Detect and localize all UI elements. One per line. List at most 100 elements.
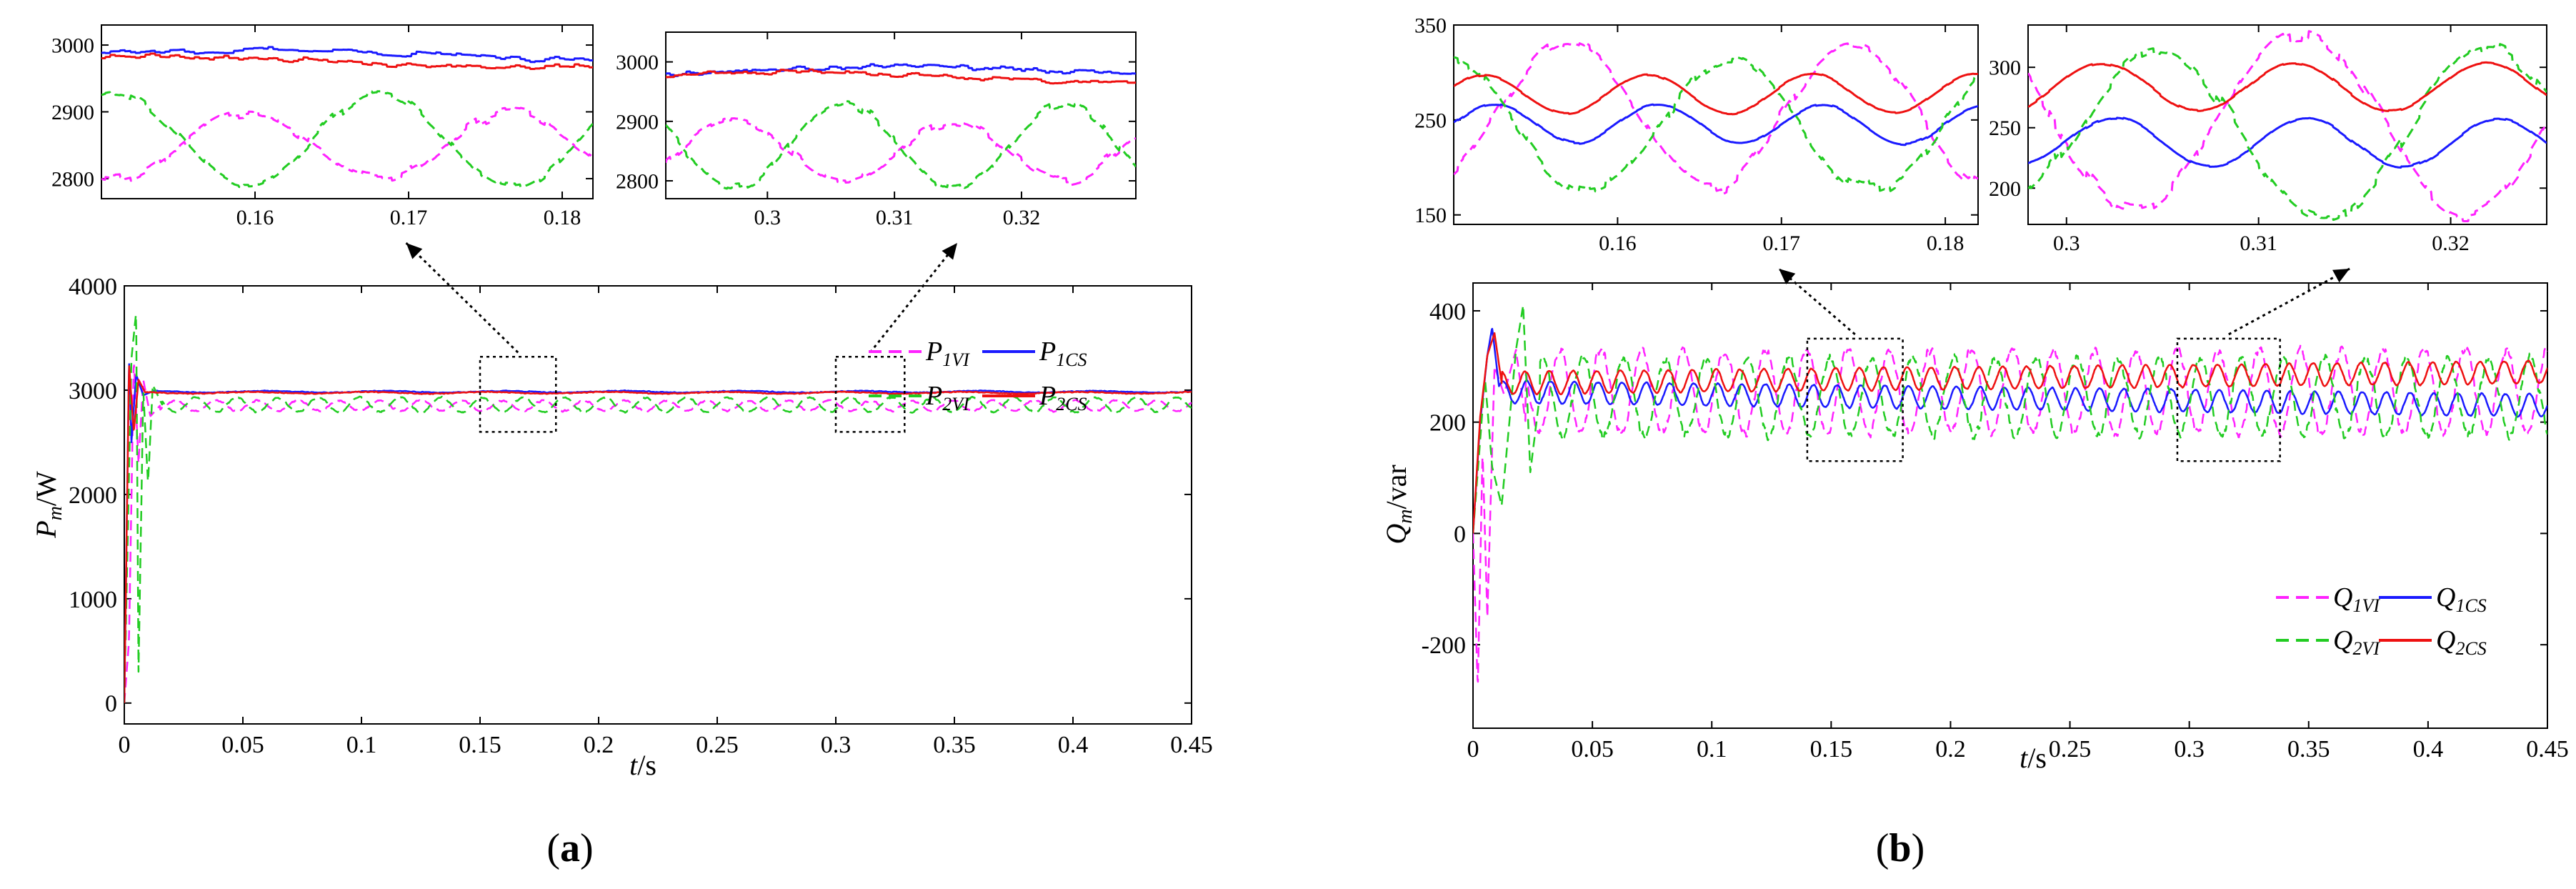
y-tick-label: 0 (105, 691, 117, 717)
zoom-arrowhead (1779, 269, 1796, 284)
y-tick-label: 300 (1989, 56, 2021, 80)
x-tick-label: 0.3 (754, 206, 782, 229)
series-line-q2vi (1454, 56, 1978, 193)
plot-area (124, 285, 1192, 725)
x-tick-label: 0.25 (696, 732, 739, 758)
x-axis-label: t/s (2020, 742, 2047, 774)
inset-y-axis: 200 250 300 (1989, 56, 2547, 201)
inset-series-lines (101, 46, 593, 189)
zoom-boxes (405, 242, 959, 433)
inset-x-axis: 0.16 0.17 0.18 (236, 25, 581, 229)
x-tick-label: 0.05 (1571, 736, 1614, 763)
series-line-q2vi (1473, 304, 2547, 534)
series-line-p1cs (101, 46, 593, 64)
x-tick-label: 0.05 (221, 732, 264, 758)
x-tick-label: 0.2 (1935, 736, 1966, 763)
x-tick-label: 0.15 (1810, 736, 1853, 763)
series-line-p1cs (666, 63, 1136, 77)
zoom-arrow (1778, 267, 1856, 336)
x-tick-label: 0.17 (390, 206, 428, 229)
panel-a: 0 0.05 0.1 0.15 0.2 0.25 0.3 0.35 0.4 0.45 0 1000 2… (30, 24, 1213, 870)
zoom-box (834, 355, 906, 433)
zoom-arrow (869, 242, 959, 354)
zoom-boxes (1778, 267, 2350, 462)
y-tick-label: 3000 (69, 378, 117, 404)
series-line-q1vi (1454, 41, 1978, 196)
series-line-q2cs (2028, 61, 2547, 112)
series-lines (1473, 304, 2547, 683)
series-line-p1vi (124, 364, 1192, 703)
y-axis-label: Qm/var (1380, 465, 1417, 544)
y-tick-label: 350 (1414, 14, 1447, 38)
series-line-p2vi (666, 100, 1136, 190)
x-axis-label: t/s (629, 749, 657, 781)
y-tick-label: 2900 (51, 101, 94, 124)
inset-x-axis: 0.3 0.31 0.32 (2053, 25, 2470, 255)
x-tick-label: 0.3 (2174, 736, 2205, 763)
inset-y-axis: 2800 2900 3000 (616, 51, 1136, 194)
x-tick-label: 0.31 (2240, 232, 2277, 255)
x-tick-label: 0.18 (1927, 232, 1965, 255)
y-tick-label: 0 (1454, 521, 1466, 547)
series-line-q2cs (1473, 332, 2547, 534)
x-tick-label: 0.18 (544, 206, 581, 229)
legend: Q1VI Q1CS Q2VI Q2CS (2276, 582, 2487, 659)
x-tick-label: 0.45 (2526, 736, 2569, 763)
x-tick-label: 0.3 (2053, 232, 2080, 255)
series-line-p2cs (124, 365, 1192, 703)
legend-label-q2vi: Q2VI (2333, 625, 2380, 659)
x-tick-label: 0.4 (2413, 736, 2444, 763)
x-tick-label: 0.45 (1170, 732, 1213, 758)
series-line-p1vi (666, 117, 1136, 187)
x-tick-label: 0.2 (584, 732, 614, 758)
inset-series-lines (666, 63, 1136, 190)
x-tick-label: 0.16 (1599, 232, 1637, 255)
x-tick-label: 0 (119, 732, 131, 758)
x-tick-label: 0.31 (876, 206, 914, 229)
y-tick-label: 2800 (51, 167, 94, 191)
y-tick-label: 200 (1989, 177, 2021, 201)
inset-plot-area (2027, 24, 2547, 225)
x-tick-label: 0.16 (236, 206, 274, 229)
y-axis-label: Pm/W (30, 471, 66, 539)
series-line-q1cs (2028, 116, 2547, 169)
legend-label-p2vi: P2VI (925, 381, 970, 414)
y-tick-label: 2000 (69, 482, 117, 509)
y-axis: -200 0 200 400 (1422, 299, 2547, 659)
x-tick-label: 0.1 (346, 732, 377, 758)
series-line-p2cs (101, 52, 593, 70)
zoom-arrowhead (2332, 269, 2350, 283)
zoom-arrow (405, 242, 519, 354)
y-tick-label: 250 (1414, 109, 1447, 132)
zoom-arrowhead (942, 243, 957, 260)
series-line-p2vi (101, 90, 593, 189)
series-line-p1vi (101, 106, 593, 182)
y-tick-label: -200 (1422, 632, 1466, 659)
y-tick-label: 4000 (69, 274, 117, 300)
plot-area (1472, 282, 2548, 729)
x-tick-label: 0.4 (1058, 732, 1089, 758)
inset-plot-area (665, 31, 1137, 199)
zoom-arrowhead (406, 243, 423, 259)
series-line-q1cs (1454, 103, 1978, 146)
series-line-q2cs (1454, 72, 1978, 116)
legend-label-p2cs: P2CS (1039, 381, 1087, 414)
x-axis: 0 0.05 0.1 0.15 0.2 0.25 0.3 0.35 0.4 0.45 (119, 286, 1213, 758)
x-tick-label: 0.3 (821, 732, 852, 758)
x-tick-label: 0.32 (2432, 232, 2470, 255)
legend-label-q1cs: Q1CS (2436, 582, 2487, 616)
inset-series-lines (1454, 41, 1978, 196)
inset-x-axis: 0.3 0.31 0.32 (754, 32, 1040, 229)
legend-label-q2cs: Q2CS (2436, 625, 2487, 659)
x-tick-label: 0.1 (1697, 736, 1727, 763)
y-tick-label: 3000 (616, 51, 659, 74)
y-tick-label: 200 (1429, 410, 1466, 437)
y-tick-label: 2800 (616, 170, 659, 194)
y-tick-label: 250 (1989, 116, 2021, 140)
panel-b: 0 0.05 0.1 0.15 0.2 0.25 0.3 0.35 0.4 0.45 -200 0 2… (1380, 14, 2569, 871)
series-line-q1vi (2028, 30, 2547, 222)
inset-plot-area (101, 24, 594, 199)
x-tick-label: 0.35 (2287, 736, 2330, 763)
y-tick-label: 2900 (616, 110, 659, 134)
